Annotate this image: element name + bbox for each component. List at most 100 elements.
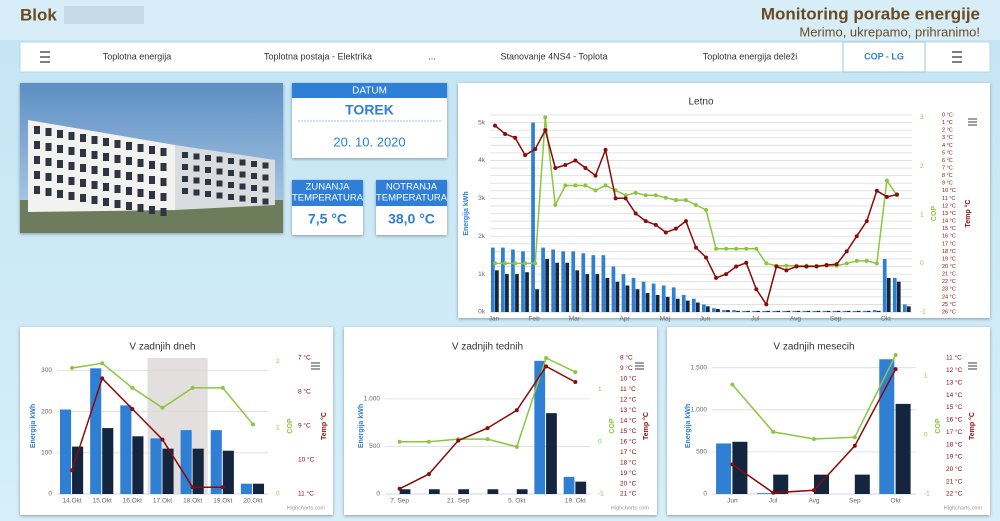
bar <box>72 446 84 494</box>
line-marker <box>704 207 709 212</box>
chart: V zadnjih dneh 0 100 200 300 Energija kWh 0 1 2 C… <box>20 327 333 515</box>
axis-title: Temp °C <box>320 412 328 440</box>
card-header <box>376 180 447 206</box>
axis-title: Energija kWh <box>358 404 365 448</box>
credits: Highcharts.com <box>611 505 650 511</box>
line-marker <box>683 198 688 203</box>
line-marker <box>426 472 431 477</box>
window <box>182 176 188 182</box>
window <box>216 180 223 187</box>
tick-label: 5 °C <box>942 150 953 156</box>
nav-item[interactable]: COP - LG <box>864 51 904 61</box>
line-marker <box>623 193 628 198</box>
bar <box>546 413 557 494</box>
window <box>80 164 86 172</box>
bar <box>563 476 575 494</box>
bar <box>832 310 837 312</box>
nav-item[interactable]: Toplotna energija deleži <box>703 51 798 61</box>
window <box>68 132 75 140</box>
line-marker <box>744 246 749 251</box>
x-tick-label: Jul <box>751 316 760 323</box>
line-marker <box>653 222 658 227</box>
bar <box>816 310 821 312</box>
nav-menu-left[interactable] <box>40 51 50 63</box>
x-tick-label: Avg <box>790 316 801 323</box>
header-bar <box>0 0 1000 40</box>
tick-label: 0 <box>376 491 380 498</box>
tick-label: 17 °C <box>946 428 963 436</box>
bar <box>814 474 830 494</box>
bar <box>746 310 750 312</box>
line-marker <box>160 405 165 410</box>
window <box>251 197 257 203</box>
bar <box>625 285 630 312</box>
x-tick-label: 16.Okt <box>123 498 142 505</box>
window <box>114 155 121 163</box>
tick-label: 8 °C <box>620 354 633 362</box>
tick-label: 1 °C <box>942 120 953 126</box>
window <box>262 174 269 181</box>
axis-title: COP <box>931 206 938 222</box>
window <box>160 178 167 186</box>
chart-menu[interactable] <box>968 118 977 126</box>
line-marker <box>852 443 857 448</box>
bar <box>866 310 871 312</box>
chart-menu[interactable] <box>968 362 977 370</box>
line-marker <box>730 462 735 467</box>
charts: Letno 0k 1k 2k 3k 4k 5k Energija kWh -1 0 1 2 3 COP 0 … <box>20 83 990 515</box>
line-marker <box>693 245 698 250</box>
bar <box>852 310 857 312</box>
bar <box>882 258 887 312</box>
bar <box>766 310 771 312</box>
line-marker <box>724 272 729 277</box>
axis-title: COP <box>935 418 942 434</box>
axis-title: Temp °C <box>642 412 650 440</box>
tick-label: 9 °C <box>620 364 633 372</box>
line-marker <box>573 380 578 385</box>
tick-label: 16 °C <box>946 416 963 424</box>
building-side <box>175 145 275 210</box>
menu-icon[interactable] <box>40 51 50 63</box>
bar <box>641 281 646 312</box>
window <box>68 162 75 170</box>
bar <box>736 310 740 312</box>
window <box>193 165 200 172</box>
window <box>68 192 75 200</box>
line-marker <box>493 123 498 128</box>
chart-menu[interactable] <box>311 362 320 370</box>
bar <box>716 443 732 494</box>
x-tick-label: Jun <box>727 498 738 505</box>
window <box>34 186 40 194</box>
tick-label: 15 °C <box>946 403 963 411</box>
bar <box>826 310 831 312</box>
bar <box>591 255 596 312</box>
nav-item[interactable]: ... <box>428 51 436 61</box>
window <box>228 158 234 164</box>
window <box>239 171 246 178</box>
nav-item[interactable]: Stanovanje 4NS4 - Toplota <box>501 51 608 61</box>
window <box>137 159 144 167</box>
chart-menu[interactable] <box>635 362 644 370</box>
line-marker <box>874 261 879 266</box>
nav-menu-right[interactable] <box>952 51 962 63</box>
line-marker <box>643 219 648 224</box>
line-marker <box>513 261 518 266</box>
x-tick-label: 17.Okt <box>153 498 172 505</box>
nav-item[interactable]: Toplotna postaja - Elektrika <box>264 51 372 61</box>
window <box>251 185 257 191</box>
menu-icon[interactable] <box>952 51 962 63</box>
line-marker <box>544 364 549 369</box>
nav-item[interactable]: Toplotna energija <box>103 51 172 61</box>
x-tick-label: 19.Okt <box>213 498 232 505</box>
credits: Highcharts.com <box>944 505 983 511</box>
line-marker <box>130 407 135 411</box>
window <box>182 164 188 170</box>
tick-label: 22 °C <box>946 490 963 498</box>
line-marker <box>673 226 678 231</box>
date-day: TOREK <box>345 102 394 118</box>
date-label: DATUM <box>352 86 387 97</box>
tick-label: 13 °C <box>942 211 956 217</box>
tick-label: 7 °C <box>298 354 311 362</box>
window <box>91 166 98 174</box>
